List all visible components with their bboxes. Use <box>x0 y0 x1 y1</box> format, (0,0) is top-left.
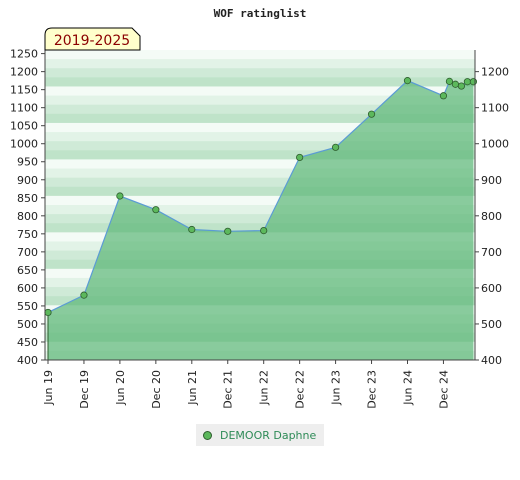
data-point <box>44 308 52 317</box>
marker-layer <box>44 77 478 317</box>
data-point <box>260 226 268 235</box>
left-tick-label: 750 <box>17 228 38 241</box>
legend-marker-icon <box>203 430 212 440</box>
data-point <box>451 80 460 88</box>
data-point <box>457 82 466 90</box>
left-tick-label: 800 <box>17 210 38 223</box>
x-tick-label: Jun 24 <box>401 370 414 406</box>
background-band <box>45 122 475 133</box>
right-tick-label: 1200 <box>481 66 509 79</box>
background-band <box>45 214 475 224</box>
background-band <box>45 113 475 124</box>
x-axis: Jun 19 Dec 19 Jun 20 Dec 20 Jun 21 Dec 21 Jun … <box>42 359 475 409</box>
data-point <box>331 143 340 151</box>
background-band <box>45 59 475 69</box>
data-point <box>80 291 88 299</box>
right-tick-label: 400 <box>481 354 502 367</box>
background-band <box>45 186 475 197</box>
legend: DEMOOR Daphne <box>196 424 324 446</box>
chart-title: WOF ratinglist <box>214 7 307 20</box>
data-point <box>116 192 124 200</box>
background-band <box>45 168 475 179</box>
background-band <box>45 95 475 106</box>
x-tick-label: Jun 23 <box>330 370 343 406</box>
data-point <box>188 225 196 234</box>
right-tick-label: 600 <box>481 282 502 295</box>
legend-label: DEMOOR Daphne <box>220 428 317 442</box>
left-tick-label: 850 <box>17 192 38 205</box>
data-point <box>445 77 454 85</box>
data-point <box>152 206 160 214</box>
area-layer <box>48 80 474 361</box>
date-range-badge: 2019-2025 <box>44 27 141 51</box>
left-tick-label: 450 <box>17 336 38 349</box>
left-tick-label: 1000 <box>10 138 38 151</box>
left-tick-label: 500 <box>17 318 38 331</box>
background-band <box>45 50 475 60</box>
x-tick-label: Dec 23 <box>366 370 379 409</box>
left-tick-label: 600 <box>17 282 38 295</box>
x-tick-label: Dec 22 <box>294 370 307 409</box>
data-point <box>403 77 412 85</box>
right-tick-label: 700 <box>481 246 502 259</box>
left-tick-label: 1200 <box>10 66 38 79</box>
left-tick-label: 1150 <box>10 84 38 97</box>
background-band <box>45 223 475 233</box>
left-tick-label: 1050 <box>10 120 38 133</box>
left-tick-label: 700 <box>17 246 38 259</box>
right-tick-label: 1000 <box>481 138 509 151</box>
background-band <box>45 68 475 78</box>
rating-area <box>48 80 474 361</box>
left-y-axis: 400 450 500 550 600 650 700 750 800 850 900 950 1000… <box>10 48 46 367</box>
right-tick-label: 900 <box>481 174 502 187</box>
left-tick-label: 400 <box>17 354 38 367</box>
right-tick-label: 800 <box>481 210 502 223</box>
background-band <box>45 177 475 188</box>
data-point <box>224 227 232 235</box>
data-point <box>367 110 376 118</box>
data-point <box>296 153 304 162</box>
background-band <box>45 159 475 170</box>
x-tick-label: Jun 21 <box>186 370 199 406</box>
x-tick-label: Dec 24 <box>437 370 450 409</box>
data-point <box>469 78 478 86</box>
left-tick-label: 1250 <box>10 48 38 61</box>
data-point <box>463 78 472 86</box>
left-tick-label: 1100 <box>10 102 38 115</box>
left-tick-label: 650 <box>17 264 38 277</box>
background-band <box>45 104 475 115</box>
background-band <box>45 195 475 206</box>
left-tick-label: 550 <box>17 300 38 313</box>
data-point <box>439 92 448 100</box>
background-band <box>45 205 475 215</box>
x-tick-label: Dec 21 <box>222 370 235 409</box>
x-tick-label: Dec 19 <box>78 370 91 409</box>
background-band <box>45 132 475 142</box>
right-tick-label: 1100 <box>481 102 509 115</box>
background-band <box>45 150 475 160</box>
right-y-axis: 400 500 600 700 800 900 1000 1100 1200 <box>474 50 509 367</box>
x-tick-label: Jun 20 <box>114 370 127 406</box>
x-tick-label: Jun 19 <box>42 370 55 406</box>
background-band <box>45 141 475 151</box>
left-tick-label: 950 <box>17 156 38 169</box>
right-tick-label: 500 <box>481 318 502 331</box>
background-band <box>45 77 475 87</box>
left-tick-label: 900 <box>17 174 38 187</box>
x-tick-label: Dec 20 <box>150 370 163 409</box>
date-range-text: 2019-2025 <box>54 33 130 49</box>
background-band <box>45 86 475 97</box>
x-tick-label: Jun 22 <box>258 370 271 406</box>
